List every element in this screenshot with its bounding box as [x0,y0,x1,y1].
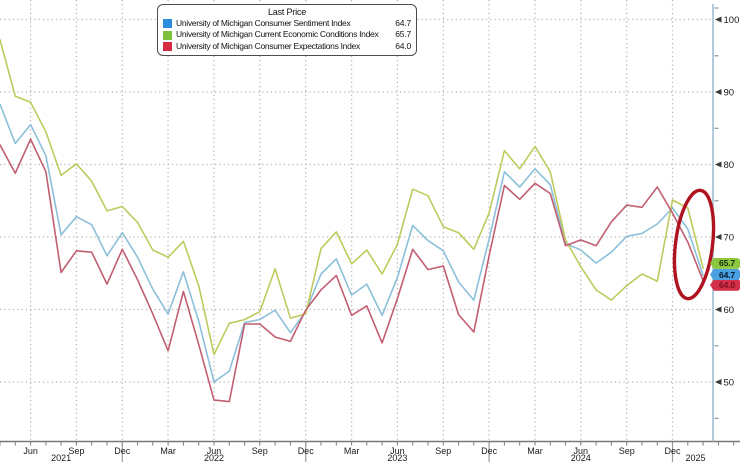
last-price-badge-current-conditions: 65.7 [710,257,740,269]
series-line-current-conditions [0,38,704,356]
y-tick-label: 80 [724,160,735,171]
legend-label: University of Michigan Consumer Sentimen… [176,18,351,28]
x-tick-label: Dec [114,446,131,456]
x-tick-label: Dec [664,446,681,456]
highlight-ellipse [672,188,716,301]
legend-value: 64.0 [395,40,411,51]
legend-row-expectations: University of Michigan Consumer Expectat… [163,41,411,52]
x-tick-label: Sep [435,446,451,456]
y-tick-arrow-icon [715,89,722,95]
year-label: 2025 [685,453,705,462]
badge-value: 64.0 [719,279,735,290]
series-line-sentiment [0,103,704,383]
y-tick-arrow-icon [715,379,722,385]
x-tick-label: Jun [23,446,38,456]
x-tick-label: Mar [527,446,543,456]
x-tick-label: Sep [68,446,84,456]
last-price-badge-expectations: 64.0 [710,279,740,291]
y-tick-label: 50 [724,377,735,388]
y-tick-label: 100 [724,15,740,26]
y-tick-arrow-icon [715,306,722,313]
legend-color-swatch [163,19,172,29]
x-tick-label: Jun [390,446,405,456]
year-label: 2024 [571,453,591,462]
legend-title: Last Price [267,7,307,17]
y-tick-arrow-icon [715,16,722,23]
x-tick-label: Jun [574,446,589,456]
legend-color-swatch [163,42,172,52]
x-tick-label: Dec [481,446,498,456]
y-tick-label: 70 [724,232,735,243]
legend-label: University of Michigan Consumer Expectat… [176,40,360,51]
year-label: 2022 [204,453,224,462]
x-tick-label: Mar [344,446,360,456]
x-tick-label: Dec [298,446,315,456]
legend-value: 65.7 [395,29,411,40]
badge-value: 65.7 [719,258,735,269]
x-tick-label: Mar [160,446,176,456]
y-tick-arrow-icon [715,234,722,240]
series-line-expectations [0,138,704,403]
x-tick-label: Jun [207,446,222,456]
legend-value: 64.7 [395,18,411,28]
year-label: 2021 [51,453,71,462]
legend-label: University of Michigan Current Economic … [176,29,379,40]
legend: Last Price University of Michigan Consum… [157,4,417,57]
legend-color-swatch [163,30,172,40]
last-price-badge-sentiment: 64.7 [710,268,740,281]
legend-row-sentiment: University of Michigan Consumer Sentimen… [163,18,411,29]
legend-row-current-conditions: University of Michigan Current Economic … [163,29,411,40]
y-tick-label: 60 [724,305,735,316]
y-tick-label: 90 [724,87,735,98]
year-label: 2023 [387,453,407,462]
x-tick-label: Sep [619,446,635,456]
x-tick-label: Sep [252,446,268,456]
y-tick-arrow-icon [715,161,722,168]
badge-value: 64.7 [719,269,735,280]
